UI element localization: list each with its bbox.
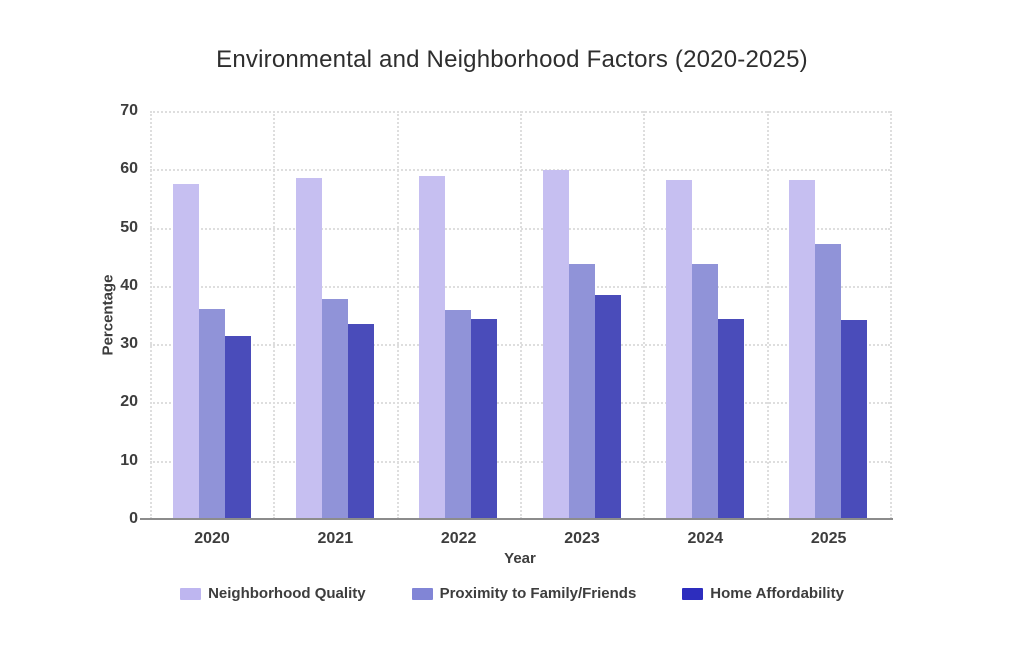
- legend-label: Neighborhood Quality: [208, 585, 366, 602]
- bar-2021-home-affordability: [348, 323, 374, 519]
- bar-2023-neighborhood-quality: [542, 170, 569, 519]
- y-tick-label-50: 50: [120, 218, 138, 236]
- bar-2023-home-affordability: [594, 294, 621, 519]
- bar-2023-proximity-to-family-friends: [568, 263, 595, 519]
- chart-title: Environmental and Neighborhood Factors (…: [216, 46, 808, 73]
- x-tick-label-2024: 2024: [687, 530, 724, 547]
- y-tick-label-40: 40: [120, 276, 138, 294]
- bar-2022-neighborhood-quality: [419, 176, 446, 519]
- bar-2022-proximity-to-family-friends: [445, 309, 472, 519]
- legend-swatch-icon: [682, 587, 704, 600]
- bar-2020-proximity-to-family-friends: [198, 309, 225, 519]
- gridline-x-0: [150, 111, 152, 519]
- legend: Neighborhood Quality Proximity to Family/…: [0, 585, 1024, 602]
- x-tick-label-2023: 2023: [564, 530, 600, 547]
- gridline-x-4: [643, 111, 646, 519]
- bar-2025-proximity-to-family-friends: [815, 243, 842, 519]
- x-axis-title: Year: [504, 550, 536, 567]
- bar-2024-proximity-to-family-friends: [692, 263, 718, 519]
- legend-item-home-affordability: Home Affordability: [682, 585, 844, 602]
- bar-2021-neighborhood-quality: [296, 178, 322, 519]
- x-tick-label-2025: 2025: [810, 530, 847, 547]
- gridline-x-6: [890, 111, 892, 519]
- bar-2025-home-affordability: [841, 319, 868, 519]
- bar-2020-home-affordability: [224, 335, 251, 519]
- legend-swatch-icon: [411, 587, 433, 600]
- gridline-x-5: [766, 111, 769, 519]
- y-tick-label-10: 10: [120, 451, 138, 469]
- y-tick-label-60: 60: [120, 160, 138, 178]
- y-tick-label-30: 30: [120, 335, 138, 353]
- bar-2024-home-affordability: [718, 319, 744, 519]
- x-tick-label-2021: 2021: [317, 530, 354, 547]
- y-tick-label-20: 20: [120, 393, 138, 411]
- legend-label: Proximity to Family/Friends: [439, 585, 637, 602]
- gridline-x-2: [396, 111, 399, 519]
- legend-label: Home Affordability: [710, 585, 844, 602]
- bar-2024-neighborhood-quality: [666, 179, 692, 519]
- gridline-x-3: [520, 111, 522, 519]
- legend-swatch-icon: [180, 587, 202, 600]
- y-tick-label-70: 70: [120, 102, 138, 119]
- gridline-x-1: [273, 111, 276, 519]
- bar-2025-neighborhood-quality: [789, 179, 816, 519]
- x-tick-label-2022: 2022: [440, 530, 477, 547]
- plot-area: [150, 111, 892, 519]
- bar-2020-neighborhood-quality: [172, 183, 199, 519]
- x-tick-label-2020: 2020: [194, 530, 230, 547]
- legend-item-neighborhood-quality: Neighborhood Quality: [180, 585, 366, 602]
- legend-item-proximity-to-family-friends: Proximity to Family/Friends: [411, 585, 637, 602]
- y-tick-label-0: 0: [129, 510, 138, 527]
- x-axis-line: [140, 518, 893, 520]
- bar-2021-proximity-to-family-friends: [322, 299, 348, 519]
- bar-2022-home-affordability: [471, 319, 498, 519]
